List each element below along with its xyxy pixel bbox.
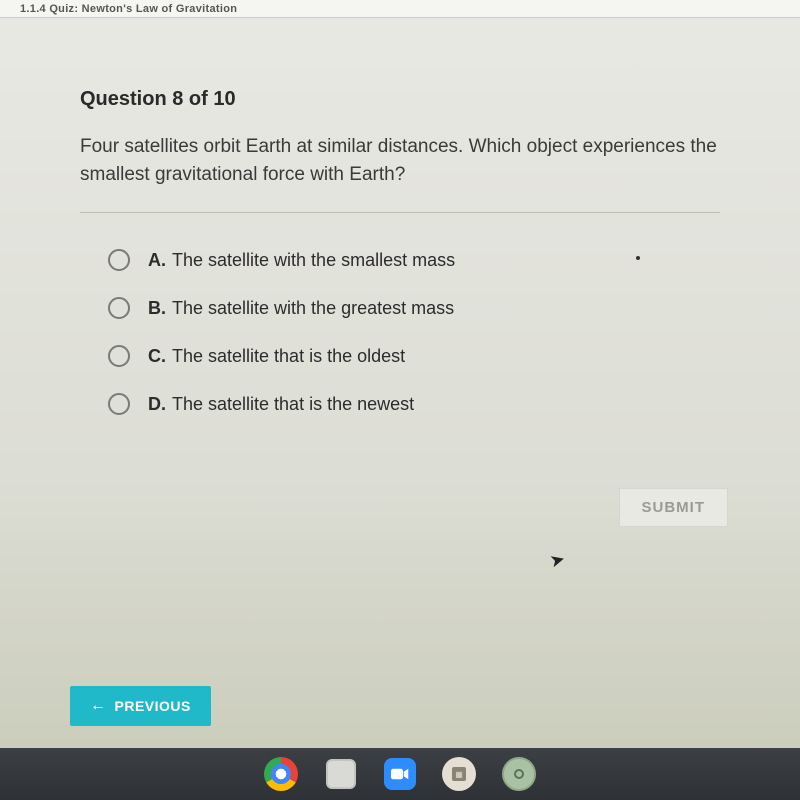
option-b-label: B. The satellite with the greatest mass xyxy=(148,298,454,319)
breadcrumb-text: 1.1.4 Quiz: Newton's Law of Gravitation xyxy=(20,3,237,15)
radio-d[interactable] xyxy=(108,393,130,415)
quiz-screen: 1.1.4 Quiz: Newton's Law of Gravitation … xyxy=(0,0,800,800)
taskbar: ▦ xyxy=(0,748,800,800)
cursor-icon: ➤ xyxy=(548,548,568,572)
question-counter: Question 8 of 10 xyxy=(80,88,720,111)
option-d-label: D. The satellite that is the newest xyxy=(148,394,414,415)
option-c-text: The satellite that is the oldest xyxy=(172,346,405,366)
option-a-label: A. The satellite with the smallest mass xyxy=(148,250,455,271)
option-d[interactable]: D. The satellite that is the newest xyxy=(108,393,720,415)
option-a[interactable]: A. The satellite with the smallest mass xyxy=(108,249,720,271)
option-d-text: The satellite that is the newest xyxy=(172,394,414,414)
option-a-text: The satellite with the smallest mass xyxy=(172,250,455,270)
divider xyxy=(80,212,720,213)
app-circle-2-icon[interactable] xyxy=(502,757,536,791)
option-b-letter: B. xyxy=(148,298,166,318)
previous-button[interactable]: ← PREVIOUS xyxy=(70,686,211,726)
previous-label: PREVIOUS xyxy=(115,698,191,714)
submit-button[interactable]: SUBMIT xyxy=(619,488,729,527)
option-d-letter: D. xyxy=(148,394,166,414)
option-c[interactable]: C. The satellite that is the oldest xyxy=(108,345,720,367)
question-text: Four satellites orbit Earth at similar d… xyxy=(80,133,720,188)
zoom-icon[interactable] xyxy=(384,758,416,790)
radio-a[interactable] xyxy=(108,249,130,271)
chrome-icon[interactable] xyxy=(264,757,298,791)
option-c-label: C. The satellite that is the oldest xyxy=(148,346,405,367)
radio-c[interactable] xyxy=(108,345,130,367)
option-b-text: The satellite with the greatest mass xyxy=(172,298,454,318)
app-circle-1-icon[interactable]: ▦ xyxy=(442,757,476,791)
option-c-letter: C. xyxy=(148,346,166,366)
app-square-icon[interactable] xyxy=(324,757,358,791)
arrow-left-icon: ← xyxy=(90,698,107,714)
option-b[interactable]: B. The satellite with the greatest mass xyxy=(108,297,720,319)
breadcrumb-bar: 1.1.4 Quiz: Newton's Law of Gravitation xyxy=(0,0,800,18)
stray-dot xyxy=(636,256,640,260)
radio-b[interactable] xyxy=(108,297,130,319)
option-a-letter: A. xyxy=(148,250,166,270)
options-list: A. The satellite with the smallest mass B… xyxy=(80,249,720,415)
question-panel: Question 8 of 10 Four satellites orbit E… xyxy=(20,58,760,698)
